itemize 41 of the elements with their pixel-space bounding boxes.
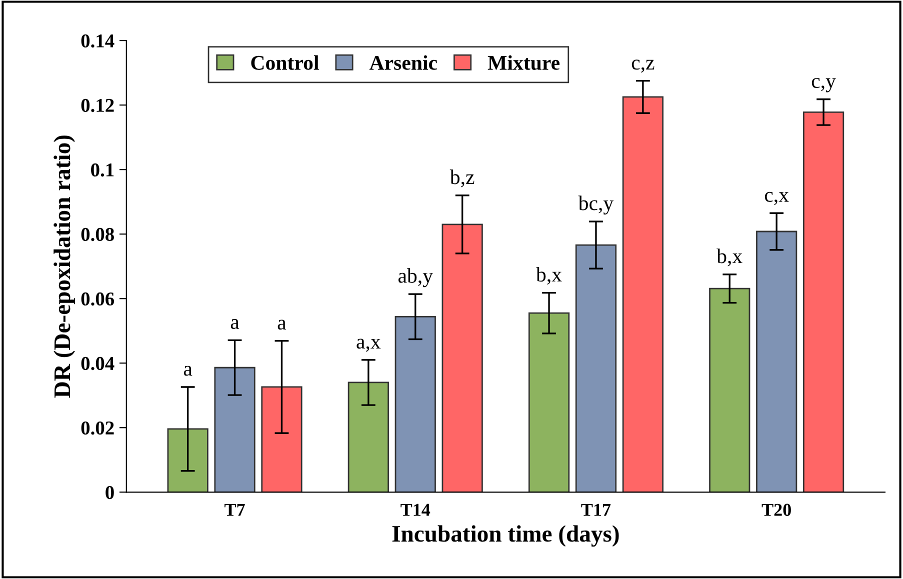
legend-label: Mixture [488,55,560,70]
x-tick-label: T7 [224,504,245,516]
y-tick-label: 0.12 [81,98,114,112]
bar [167,428,208,492]
y-tick-label: 0 [106,486,114,500]
bar [261,386,302,492]
legend-label: Arsenic [369,55,438,70]
y-tick-label: 0.02 [81,421,114,435]
data-label: a [184,366,192,376]
x-tick-label: T17 [581,504,611,516]
data-label: a,x [356,338,381,352]
bar [528,312,570,492]
bar [802,111,844,492]
data-label: c,y [812,78,836,92]
y-tick-label: 0.06 [81,292,114,306]
data-label: b,x [536,266,562,285]
legend-label: Control [251,55,319,70]
bar [394,316,436,492]
y-axis-title: DR (De-epoxidation ratio) [54,136,76,398]
data-label: a [278,320,286,330]
data-label: a [230,319,240,330]
x-axis-title: Incubation time (days) [392,525,619,547]
data-label: c,z [632,60,654,73]
data-label: bc,y [578,196,614,215]
bar [442,224,483,492]
bar [756,230,798,492]
bar [348,382,389,492]
y-tick-label: 0.08 [81,228,114,242]
bar [622,96,664,492]
data-label: b,z [450,170,474,188]
bar [214,366,256,492]
data-label: c,x [764,192,789,205]
y-tick-label: 0.14 [81,34,114,48]
bar [575,244,617,492]
y-tick-label: 0.04 [81,356,114,370]
x-tick-label: T14 [400,504,430,516]
data-label: b,x [716,248,742,266]
bar [709,288,750,492]
data-label: ab,y [398,268,433,288]
x-tick-label: T20 [762,504,791,516]
y-tick-label: 0.1 [91,163,114,177]
